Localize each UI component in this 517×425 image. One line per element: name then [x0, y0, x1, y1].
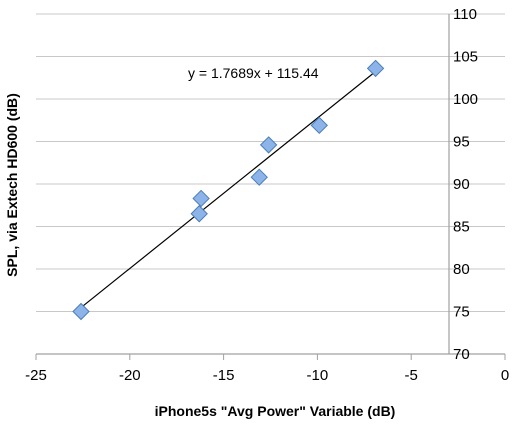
axes — [35, 14, 506, 360]
data-point — [190, 205, 208, 223]
y-tick-label: 85 — [453, 219, 470, 236]
data-point — [310, 116, 328, 135]
x-tick-label: -15 — [213, 367, 235, 384]
y-tick-label: 75 — [453, 304, 470, 321]
gridlines — [36, 13, 505, 312]
y-tick-label: 95 — [453, 134, 470, 151]
data-point — [250, 168, 268, 186]
y-axis-title: SPL, via Extech HD600 (dB) — [4, 93, 20, 277]
trendline-equation: y = 1.7689x + 115.44 — [188, 65, 319, 81]
data-point — [72, 302, 90, 321]
y-tick-label: 100 — [453, 91, 478, 108]
y-tick-label: 80 — [453, 261, 470, 278]
y-tick-label: 70 — [453, 346, 470, 363]
trendline — [80, 71, 376, 309]
x-tick-label: -5 — [405, 367, 418, 384]
x-axis-title: iPhone5s "Avg Power" Variable (dB) — [155, 403, 396, 419]
data-points — [72, 59, 385, 321]
data-point — [192, 189, 210, 208]
trendline-group — [80, 71, 376, 309]
y-tick-label: 110 — [453, 6, 477, 23]
tick-labels: 70 75 80 85 90 95 100 105 110 -25 -20 -15 -10 -5 0 — [25, 6, 509, 384]
x-tick-label: -20 — [119, 367, 141, 384]
y-tick-label: 105 — [453, 49, 478, 66]
x-tick-label: -10 — [307, 367, 329, 384]
data-point — [259, 136, 278, 154]
data-point — [366, 59, 385, 78]
x-tick-label: 0 — [501, 367, 509, 384]
y-tick-label: 90 — [453, 176, 470, 193]
x-tick-label: -25 — [25, 367, 47, 384]
